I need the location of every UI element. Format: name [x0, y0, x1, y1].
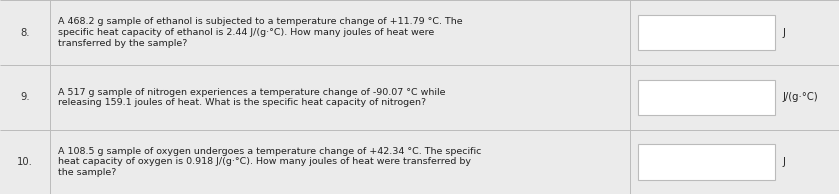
Text: J: J — [782, 157, 784, 167]
Text: A 108.5 g sample of oxygen undergoes a temperature change of +42.34 °C. The spec: A 108.5 g sample of oxygen undergoes a t… — [58, 147, 482, 156]
Text: A 517 g sample of nitrogen experiences a temperature change of -90.07 °C while: A 517 g sample of nitrogen experiences a… — [58, 87, 446, 97]
Text: the sample?: the sample? — [58, 168, 117, 177]
Bar — [638, 144, 775, 180]
Bar — [0, 130, 839, 194]
Bar — [638, 80, 775, 115]
Text: transferred by the sample?: transferred by the sample? — [58, 39, 187, 48]
Text: 10.: 10. — [17, 157, 33, 167]
Bar — [0, 65, 839, 130]
Text: specific heat capacity of ethanol is 2.44 J/(g·°C). How many joules of heat were: specific heat capacity of ethanol is 2.4… — [58, 28, 435, 37]
Text: J/(g·°C): J/(g·°C) — [782, 93, 818, 102]
Text: J: J — [782, 28, 784, 37]
Text: heat capacity of oxygen is 0.918 J/(g·°C). How many joules of heat were transfer: heat capacity of oxygen is 0.918 J/(g·°C… — [58, 158, 471, 166]
Bar — [0, 0, 839, 65]
Text: A 468.2 g sample of ethanol is subjected to a temperature change of +11.79 °C. T: A 468.2 g sample of ethanol is subjected… — [58, 17, 462, 26]
Text: releasing 159.1 joules of heat. What is the specific heat capacity of nitrogen?: releasing 159.1 joules of heat. What is … — [58, 98, 426, 107]
Text: 9.: 9. — [20, 93, 30, 102]
Text: 8.: 8. — [20, 28, 29, 37]
Bar — [638, 15, 775, 50]
